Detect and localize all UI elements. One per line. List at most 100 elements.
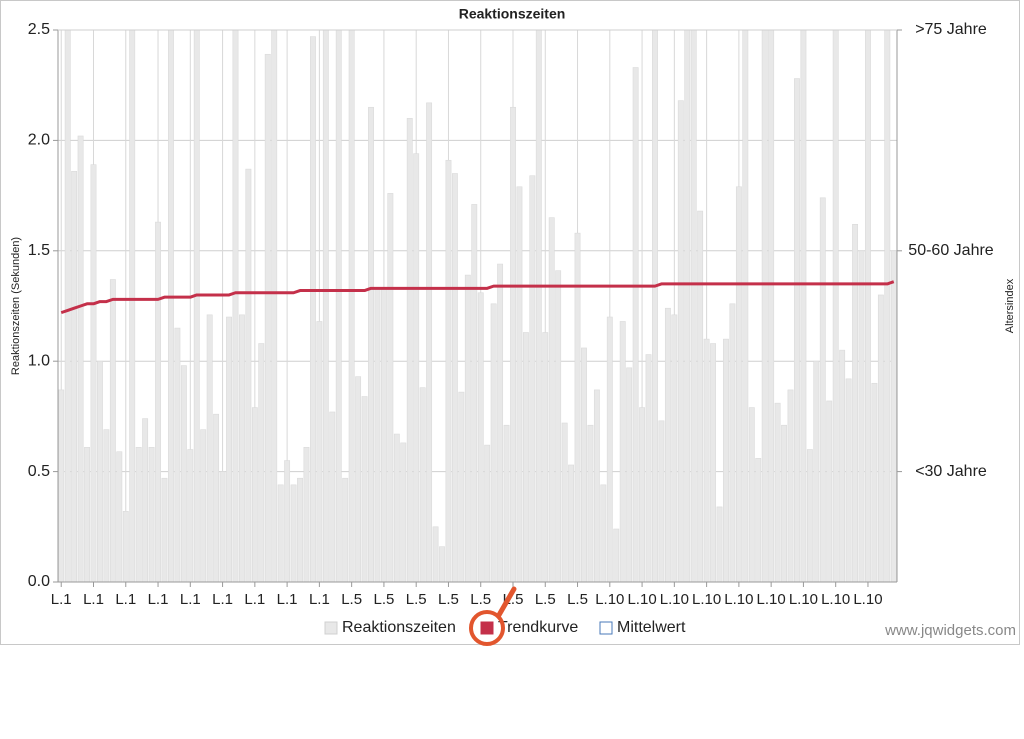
bar [703,338,710,583]
legend-label: Mittelwert [617,619,686,636]
bar [122,511,129,583]
bar [865,29,871,583]
bar [742,29,749,583]
y-tick-label: 2.0 [28,132,50,149]
bar [503,424,510,583]
bar [548,217,555,583]
x-tick-label: L.1 [51,591,72,608]
bar [439,546,445,583]
y-axis-label: Reaktionszeiten (Sekunden) [10,237,22,375]
x-tick-label: L.1 [115,591,136,608]
bar [781,424,787,583]
x-tick-label: L.1 [83,591,104,608]
bar [787,389,794,583]
highlight-arrow [496,586,517,618]
bar [174,327,181,583]
bar [555,270,562,583]
x-tick-label: L.1 [148,591,169,608]
x-tick-label: L.5 [438,591,459,608]
x-tick-label: L.1 [212,591,233,608]
plot: 0.0 0.5 1.0 1.5 2.0 2.5 <30 Jahre 50-60 Jahre >7… [28,21,994,636]
bar [142,418,149,583]
x-tick-label: L.10 [692,591,721,608]
x-tick-label: L.10 [789,591,818,608]
bar [832,29,839,583]
legend-label: Trendkurve [498,619,578,636]
bar [490,303,497,583]
bar [342,477,349,583]
bar [516,186,523,583]
legend-swatch [480,621,494,635]
bar [664,307,671,583]
bar [387,193,394,583]
bar [458,391,465,583]
bar [522,332,529,583]
x-tick-label: L.10 [853,591,882,608]
bar [251,407,258,583]
x-tick-label: L.10 [821,591,850,608]
bar [813,360,820,583]
bar [368,106,374,583]
y2-tick-label: 50-60 Jahre [908,242,993,259]
bar [464,274,471,583]
bar [471,204,478,583]
bar [600,484,607,583]
bar [484,444,491,583]
bar [690,29,697,583]
bar [794,78,800,583]
x-tick-label: L.5 [341,591,362,608]
bar [374,288,381,583]
bar [258,343,265,583]
legend-swatch [599,621,613,635]
x-tick-label: L.5 [567,591,588,608]
bar [135,447,142,583]
bar [884,29,891,583]
bar [768,29,775,583]
bar [761,29,768,583]
x-tick-label: L.5 [470,591,491,608]
bar [64,29,71,583]
y2-tick-label: >75 Jahre [915,21,987,38]
bar [297,477,303,583]
y-tick-label: 1.5 [28,242,50,259]
x-tick-label: L.10 [757,591,786,608]
bar [271,29,278,583]
x-tick-label: L.1 [309,591,330,608]
bar [380,288,387,583]
bar [826,400,833,583]
bar [877,294,884,583]
bar [606,316,613,583]
bar [90,164,97,583]
legend-label: Reaktionszeiten [342,619,456,636]
bar [710,343,716,583]
bar [542,332,549,583]
bar [497,263,504,583]
bar [800,29,807,583]
bar [871,382,878,583]
y2-tick-label: <30 Jahre [915,463,987,480]
bar [774,402,781,583]
bar [348,29,355,583]
bar [477,292,484,583]
bar [819,197,826,583]
bar [419,387,426,583]
bar [329,411,336,583]
bar [161,477,168,583]
bar [755,458,762,583]
x-tick-label: L.1 [244,591,265,608]
bar [155,221,161,583]
bar [84,447,90,583]
bar [432,526,439,583]
bar [361,396,368,583]
bar [639,407,646,583]
bar [103,429,110,583]
x-tick-label: L.10 [660,591,689,608]
legend-swatch [324,621,338,635]
bar [71,171,78,583]
x-tick-label: L.10 [595,591,624,608]
bar [632,67,639,583]
bar [316,321,323,583]
bar [561,422,568,583]
bar [277,484,284,583]
bar [245,168,252,583]
